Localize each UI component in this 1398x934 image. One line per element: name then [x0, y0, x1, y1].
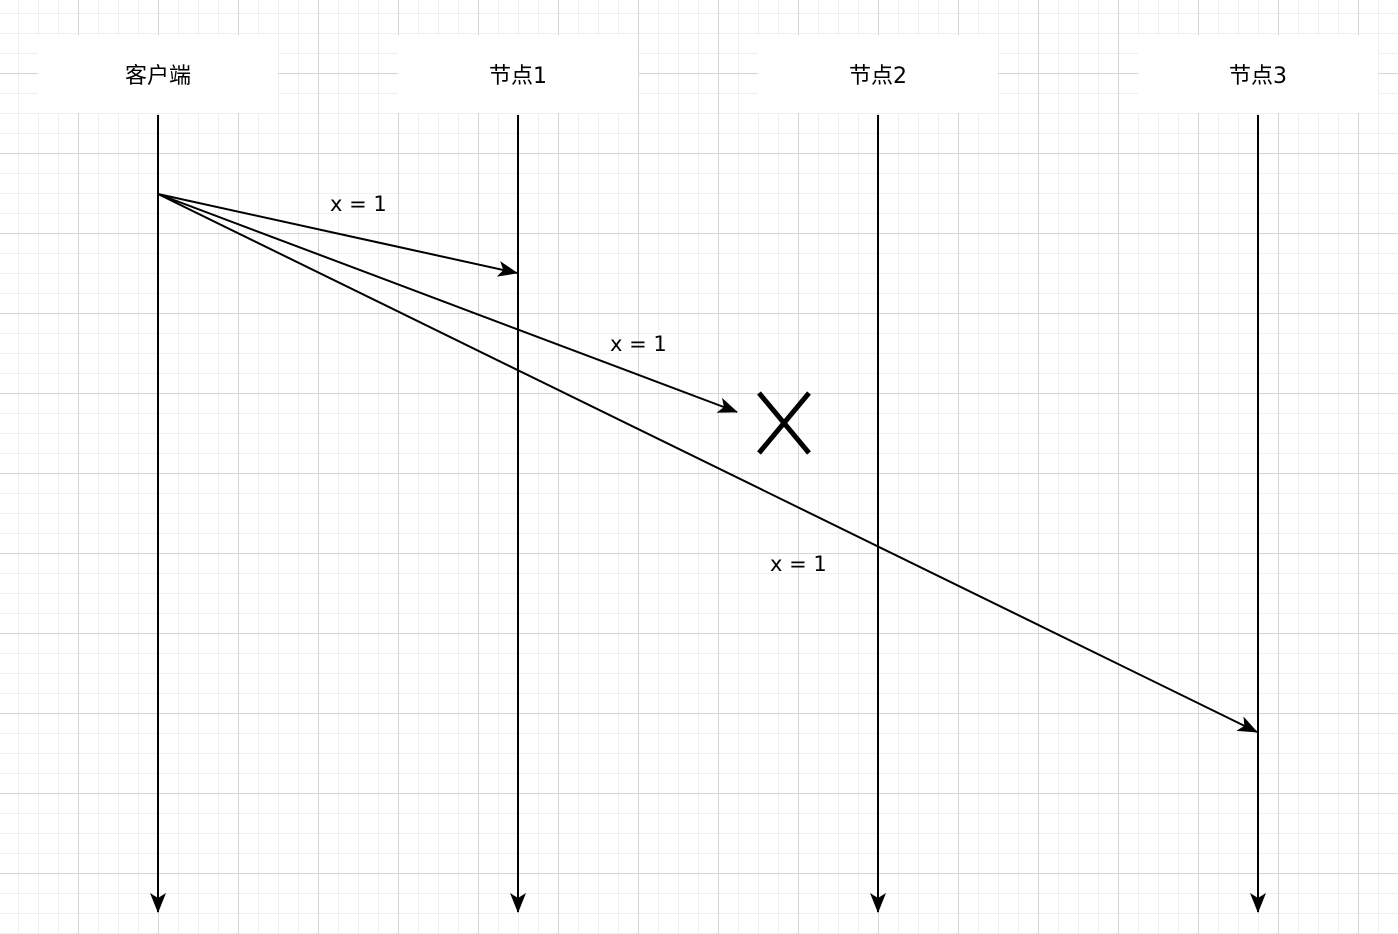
- message-label-node3: x = 1: [770, 552, 827, 576]
- participant-client-label: 客户端: [124, 64, 191, 89]
- participant-node1-header: 节点1: [398, 35, 638, 113]
- participant-node1-label: 节点1: [489, 64, 547, 89]
- message-arrow-node3: [157, 193, 1258, 733]
- participant-client-header: 客户端: [38, 35, 278, 113]
- participant-node3-label: 节点3: [1229, 64, 1287, 89]
- participant-node2-header: 节点2: [758, 35, 998, 113]
- cross-icon: [757, 391, 811, 455]
- message-label-node1: x = 1: [330, 192, 387, 216]
- participant-node2-label: 节点2: [849, 64, 907, 89]
- message-arrow-node1: [157, 193, 518, 277]
- participant-node3-header: 节点3: [1138, 35, 1378, 113]
- message-arrow-node2: [157, 193, 738, 413]
- message-label-node2: x = 1: [610, 332, 667, 356]
